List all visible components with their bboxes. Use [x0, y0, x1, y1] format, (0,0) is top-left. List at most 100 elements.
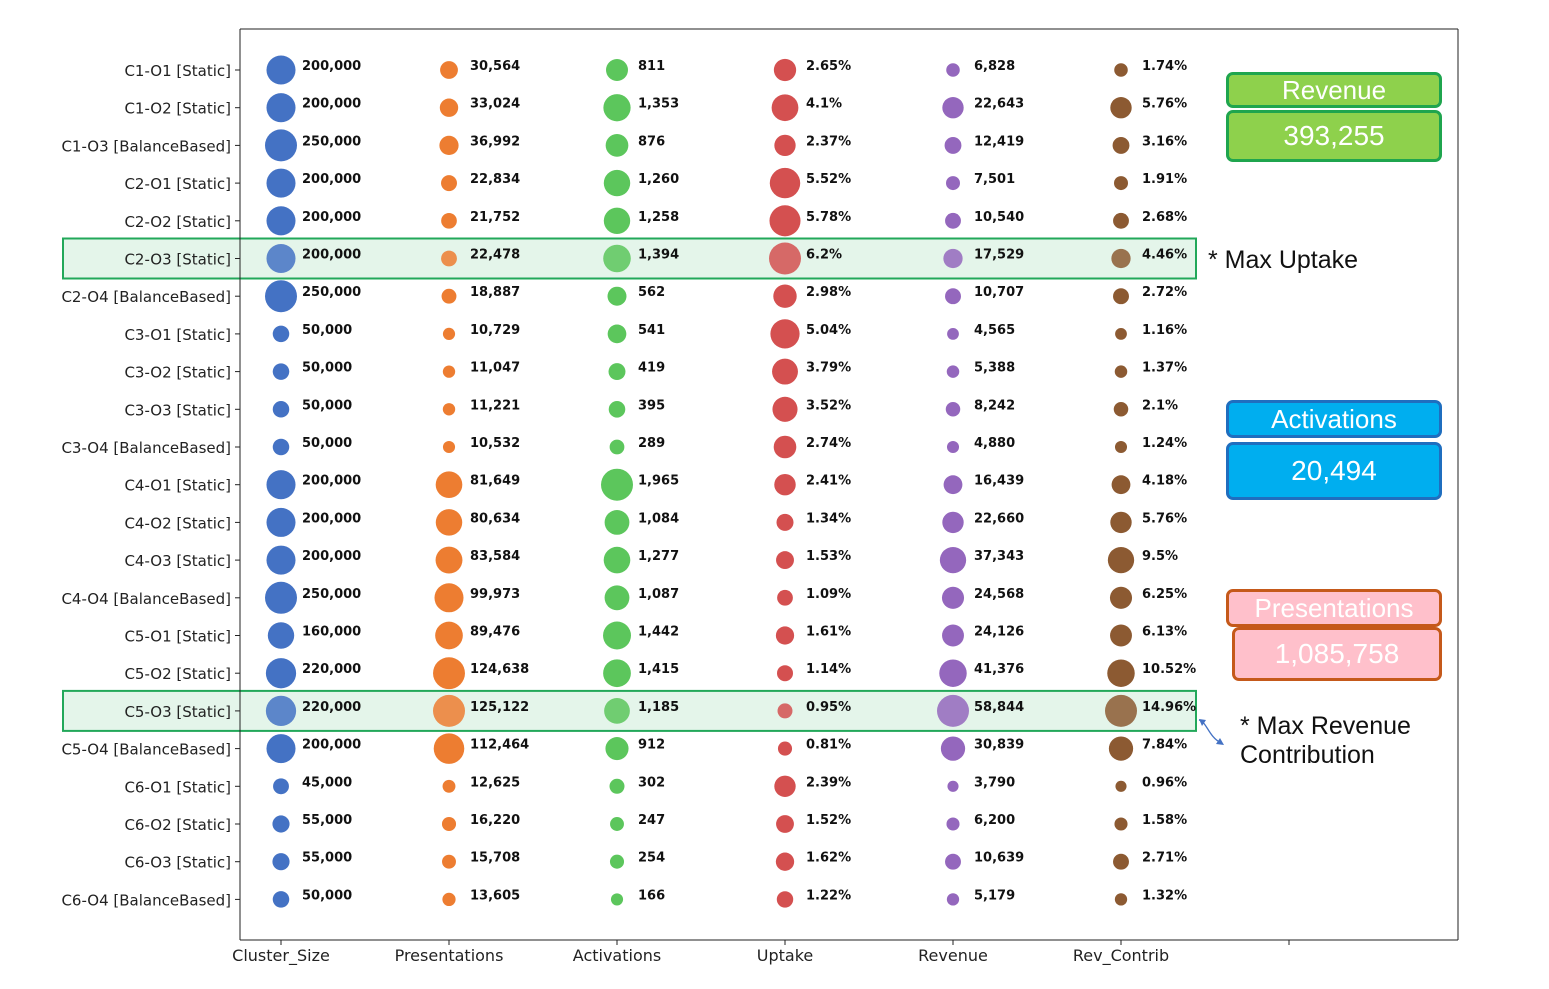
data-label: 124,638 — [470, 662, 529, 677]
bubble-point — [944, 136, 962, 154]
bubble-point — [605, 134, 629, 157]
data-label: 89,476 — [470, 625, 520, 640]
bubble-point — [773, 284, 797, 308]
x-tick-label: Presentations — [395, 946, 504, 965]
bubble-point — [272, 815, 290, 833]
bubble-point — [777, 703, 793, 719]
data-label: 55,000 — [302, 813, 352, 828]
bubble-point — [775, 626, 795, 645]
bubble-point — [773, 435, 797, 459]
bubble-point — [272, 363, 290, 380]
bubble-point — [943, 475, 963, 495]
y-tick-label: C3-O2 [Static] — [124, 364, 231, 382]
x-tick-label: Cluster_Size — [232, 946, 330, 966]
data-label: 24,126 — [974, 625, 1024, 640]
bubble-point — [442, 779, 456, 793]
y-tick-label: C6-O3 [Static] — [124, 854, 231, 872]
data-label: 6.13% — [1142, 625, 1187, 640]
data-label: 50,000 — [302, 888, 352, 903]
data-label: 1.37% — [1142, 361, 1187, 376]
data-label: 10,532 — [470, 436, 520, 451]
max-uptake-text: * Max Uptake — [1208, 246, 1359, 274]
bubble-point — [1107, 659, 1135, 687]
bubble-point — [942, 97, 964, 119]
data-label: 200,000 — [302, 549, 361, 564]
data-label: 2.65% — [806, 59, 851, 74]
y-tick-label: C2-O4 [BalanceBased] — [61, 288, 231, 306]
data-label: 30,564 — [470, 59, 520, 74]
bubble-point — [441, 212, 457, 229]
data-label: 811 — [638, 59, 665, 74]
data-label: 125,122 — [470, 700, 529, 715]
data-label: 289 — [638, 436, 665, 451]
max-revenue-line2: Contribution — [1240, 741, 1375, 769]
y-tick-label: C3-O1 [Static] — [124, 326, 231, 344]
bubble-point — [604, 510, 630, 535]
data-label: 1.32% — [1142, 888, 1187, 903]
y-tick-label: C5-O4 [BalanceBased] — [61, 741, 231, 759]
bubble-point — [266, 545, 296, 575]
data-label: 22,643 — [974, 97, 1024, 112]
data-label: 1.52% — [806, 813, 851, 828]
bubble-point — [946, 893, 960, 906]
data-label: 160,000 — [302, 625, 361, 640]
data-label: 3.79% — [806, 361, 851, 376]
data-label: 200,000 — [302, 59, 361, 74]
data-label: 17,529 — [974, 248, 1024, 263]
data-label: 166 — [638, 888, 665, 903]
bubble-point — [945, 402, 961, 417]
data-label: 395 — [638, 398, 665, 413]
bubble-point — [773, 58, 797, 82]
bubble-point — [942, 624, 964, 647]
bubble-point — [604, 585, 630, 611]
bubble-point — [272, 853, 290, 871]
bubble-point — [774, 473, 796, 496]
data-label: 10,729 — [470, 323, 520, 338]
bubble-point — [609, 778, 625, 794]
bubble-point — [775, 852, 795, 871]
bubble-point — [769, 205, 801, 237]
x-tick-label: Rev_Contrib — [1073, 946, 1169, 966]
bubble-point — [772, 396, 798, 422]
data-label: 912 — [638, 738, 665, 753]
data-label: 220,000 — [302, 700, 361, 715]
bubble-point — [435, 471, 463, 499]
data-label: 250,000 — [302, 285, 361, 300]
y-tick-label: C6-O2 [Static] — [124, 816, 231, 834]
activations-label: Activations — [1271, 403, 1397, 434]
data-label: 4.1% — [806, 97, 842, 112]
bubble-point — [776, 551, 794, 570]
bubble-point — [601, 468, 633, 501]
bubble-point — [608, 363, 626, 381]
bubble-point — [945, 288, 961, 305]
y-tick-label: C3-O4 [BalanceBased] — [61, 439, 231, 457]
data-label: 419 — [638, 361, 665, 376]
bubble-point — [945, 853, 961, 870]
data-label: 112,464 — [470, 738, 529, 753]
data-label: 1.14% — [806, 662, 851, 677]
y-tick-label: C4-O4 [BalanceBased] — [61, 590, 231, 608]
data-label: 10,639 — [974, 851, 1024, 866]
revenue-label-box: Revenue — [1226, 72, 1442, 108]
data-label: 3.52% — [806, 398, 851, 413]
data-label: 24,568 — [974, 587, 1024, 602]
bubble-point — [1115, 780, 1127, 792]
data-label: 4,565 — [974, 323, 1015, 338]
bubble-point — [610, 817, 624, 831]
bubble-point — [769, 242, 801, 275]
y-tick-label: C6-O1 [Static] — [124, 778, 231, 796]
y-tick-label: C1-O2 [Static] — [124, 100, 231, 118]
bubble-point — [266, 470, 296, 500]
bubble-point — [1110, 624, 1132, 647]
bubble-point — [266, 93, 296, 123]
bubble-point — [945, 212, 961, 229]
data-label: 876 — [638, 134, 665, 149]
data-label: 9.5% — [1142, 549, 1178, 564]
data-label: 1.34% — [806, 511, 851, 526]
bubble-point — [607, 324, 627, 344]
data-label: 250,000 — [302, 134, 361, 149]
bubble-point — [1113, 212, 1129, 229]
data-label: 200,000 — [302, 511, 361, 526]
y-tick-label: C2-O1 [Static] — [124, 175, 231, 193]
data-label: 10.52% — [1142, 662, 1196, 677]
